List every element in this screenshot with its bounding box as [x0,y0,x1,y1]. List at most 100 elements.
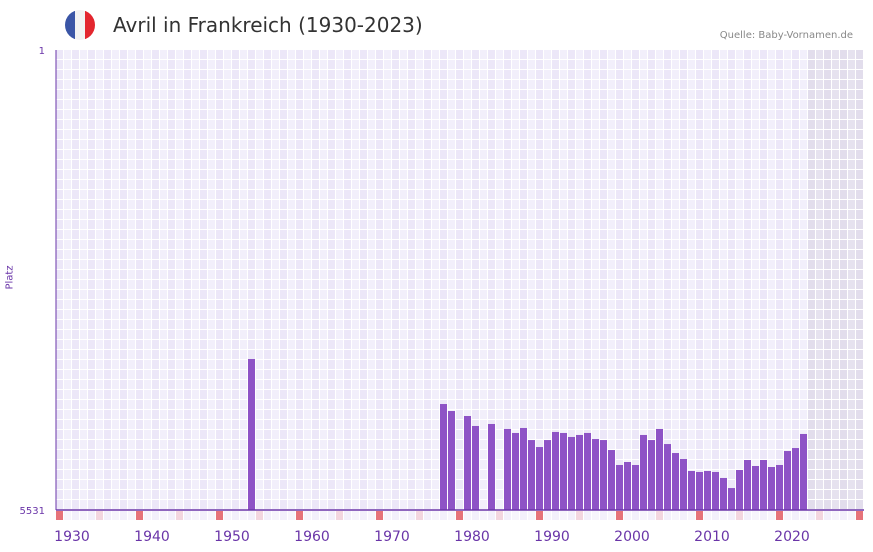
grid-cell [296,240,303,249]
grid-cell [632,390,639,399]
grid-cell [480,60,487,69]
grid-cell [544,140,551,149]
grid-cell [456,90,463,99]
grid-cell [720,340,727,349]
grid-cell [192,130,199,139]
grid-cell [584,340,591,349]
grid-cell [632,280,639,289]
grid-cell [560,280,567,289]
grid-cell [448,200,455,209]
grid-cell [296,350,303,359]
grid-cell [800,320,807,329]
grid-cell [512,80,519,89]
grid-cell [176,110,183,119]
grid-cell [496,450,503,459]
grid-cell [400,200,407,209]
grid-cell [288,430,295,439]
grid-cell [520,210,527,219]
grid-cell [168,130,175,139]
grid-cell [480,360,487,369]
grid-cell [608,380,615,389]
grid-cell [768,50,775,59]
grid-cell [128,430,135,439]
grid-cell [352,370,359,379]
grid-cell [592,290,599,299]
grid-cell [560,60,567,69]
grid-cell [784,330,791,339]
grid-cell [280,450,287,459]
grid-cell [432,190,439,199]
grid-cell [104,140,111,149]
grid-cell [312,270,319,279]
grid-cell [600,310,607,319]
grid-cell [456,370,463,379]
grid-cell [72,360,79,369]
grid-cell [672,140,679,149]
grid-cell [88,180,95,189]
grid-cell [256,80,263,89]
grid-cell [168,360,175,369]
grid-cell [720,170,727,179]
x-tick-label: 1970 [374,529,410,545]
grid-cell [272,280,279,289]
grid-cell [464,270,471,279]
grid-cell [128,500,135,509]
grid-cell [472,50,479,59]
grid-cell [152,370,159,379]
grid-cell [688,420,695,429]
grid-cell [656,240,663,249]
grid-cell [400,300,407,309]
grid-cell [240,260,247,269]
grid-cell [192,140,199,149]
grid-cell [592,250,599,259]
grid-cell [128,340,135,349]
grid-cell [408,350,415,359]
grid-cell [392,400,399,409]
grid-cell [200,150,207,159]
grid-cell [352,440,359,449]
grid-cell [104,120,111,129]
grid-cell [720,70,727,79]
grid-cell [80,320,87,329]
grid-cell [232,150,239,159]
grid-cell [768,60,775,69]
grid-cell [768,250,775,259]
grid-cell [608,100,615,109]
grid-cell [280,440,287,449]
grid-cell [840,140,847,149]
grid-cell [832,230,839,239]
grid-cell [168,270,175,279]
grid-cell [712,180,719,189]
grid-cell [424,60,431,69]
grid-cell [304,280,311,289]
grid-cell [176,200,183,209]
grid-cell [632,350,639,359]
grid-cell [416,110,423,119]
grid-cell [104,90,111,99]
grid-cell [176,490,183,499]
grid-cell [480,440,487,449]
grid-cell [648,280,655,289]
grid-cell [88,210,95,219]
grid-cell [320,50,327,59]
grid-cell [368,350,375,359]
grid-cell [328,460,335,469]
grid-cell [112,320,119,329]
grid-cell [792,350,799,359]
grid-cell [704,350,711,359]
grid-cell [160,140,167,149]
grid-cell [728,430,735,439]
grid-cell [504,420,511,429]
grid-cell [816,180,823,189]
grid-cell [400,400,407,409]
grid-cell [624,60,631,69]
grid-cell [792,420,799,429]
grid-cell [488,330,495,339]
x-tick-label: 2010 [694,529,730,545]
grid-cell [768,400,775,409]
grid-cell [360,250,367,259]
grid-cell [272,80,279,89]
grid-cell [496,400,503,409]
grid-cell [752,410,759,419]
grid-cell [208,270,215,279]
